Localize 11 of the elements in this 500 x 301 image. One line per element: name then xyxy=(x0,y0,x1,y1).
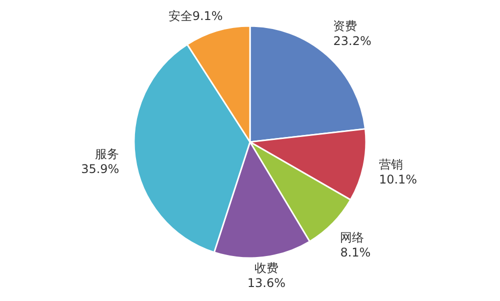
data-label: 23.2% xyxy=(333,34,372,48)
data-label: 13.6% xyxy=(247,276,286,290)
data-label: 35.9% xyxy=(81,162,120,176)
data-label: 8.1% xyxy=(340,245,371,260)
slice-label: 服务 xyxy=(95,146,120,161)
slice-label: 资费 xyxy=(333,19,358,34)
slice-label: 网络 xyxy=(340,230,364,244)
slice-label: 安全9.1% xyxy=(168,9,223,23)
slice-label: 营销 xyxy=(378,158,403,172)
data-label: 10.1% xyxy=(378,172,418,187)
slice-label: 收费 xyxy=(254,261,278,275)
